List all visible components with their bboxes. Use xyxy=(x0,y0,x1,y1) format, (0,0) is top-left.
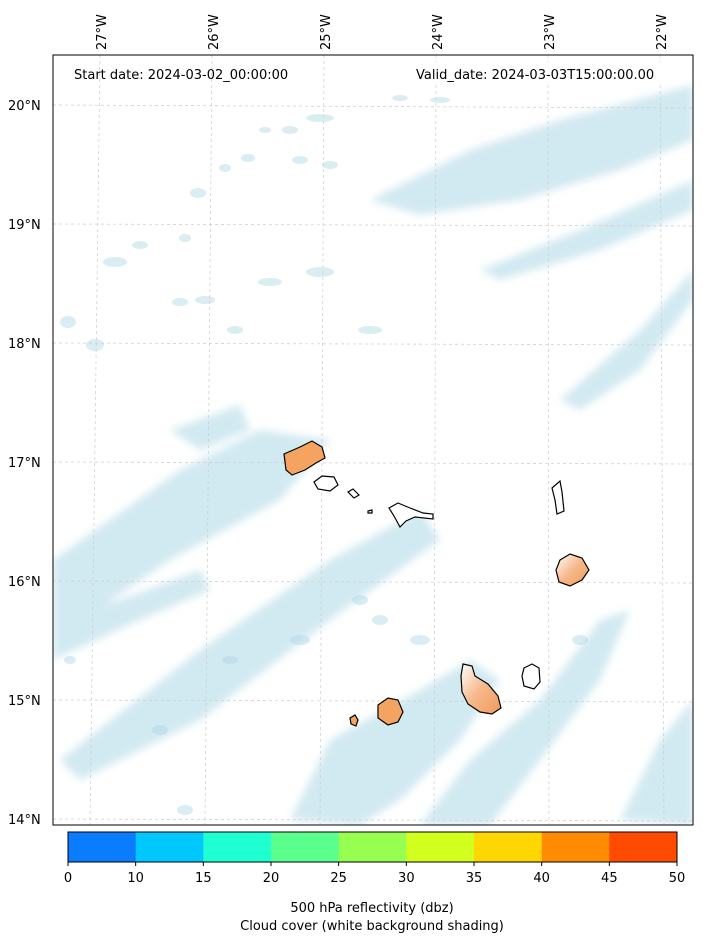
colorbar-segment xyxy=(474,832,543,862)
island-sao-vicente xyxy=(313,475,339,492)
valid-date-label: Valid_date: 2024-03-03T15:00:00.00 xyxy=(416,68,654,83)
lat-label: 15°N xyxy=(8,694,41,709)
colorbar-tick-label: 0 xyxy=(64,871,72,886)
island-santiago xyxy=(460,663,502,715)
lon-label: 25°W xyxy=(319,14,334,50)
colorbar-label-reflectivity: 500 hPa reflectivity (dbz) xyxy=(290,901,453,916)
colorbar-ticks: 0 10 15 20 25 30 35 40 45 50 xyxy=(64,862,685,886)
lat-label: 19°N xyxy=(8,218,41,233)
colorbar-tick-label: 25 xyxy=(330,871,347,886)
start-date-label: Start date: 2024-03-02_00:00:00 xyxy=(74,68,288,83)
colorbar-tick-label: 50 xyxy=(669,871,686,886)
island-fogo xyxy=(377,697,404,726)
lon-label: 26°W xyxy=(207,14,222,50)
islands-layer xyxy=(283,440,590,727)
island-maio xyxy=(521,663,541,690)
island-branco xyxy=(367,509,373,514)
island-santa-luzia xyxy=(347,488,360,499)
valid-date-background xyxy=(412,62,678,84)
lat-label: 14°N xyxy=(8,813,41,828)
island-boa-vista xyxy=(555,553,590,587)
lon-label: 27°W xyxy=(95,14,110,50)
colorbar-segments xyxy=(68,832,678,862)
colorbar-border xyxy=(67,831,678,863)
gridlines xyxy=(53,55,693,825)
colorbar-segment xyxy=(406,832,475,862)
colorbar-segment xyxy=(271,832,340,862)
lat-label: 17°N xyxy=(8,456,41,471)
colorbar-tick-label: 45 xyxy=(601,871,618,886)
longitude-labels: 27°W 26°W 25°W 24°W 23°W 22°W xyxy=(95,14,670,50)
colorbar-segment xyxy=(609,832,678,862)
lat-label: 18°N xyxy=(8,337,41,352)
colorbar-segment xyxy=(338,832,407,862)
colorbar-segment xyxy=(68,832,137,862)
colorbar-tick-label: 35 xyxy=(466,871,483,886)
colorbar-label-cloud-cover: Cloud cover (white background shading) xyxy=(240,919,504,934)
colorbar-tick-label: 20 xyxy=(263,871,280,886)
lon-label: 24°W xyxy=(431,14,446,50)
colorbar-segment xyxy=(203,832,272,862)
island-brava xyxy=(349,714,359,727)
latitude-labels: 20°N 19°N 18°N 17°N 16°N 15°N 14°N xyxy=(8,99,41,828)
colorbar-tick-label: 40 xyxy=(533,871,550,886)
colorbar-tick-label: 10 xyxy=(127,871,144,886)
island-sao-nicolau xyxy=(388,502,434,528)
lat-label: 16°N xyxy=(8,575,41,590)
lat-label: 20°N xyxy=(8,99,41,114)
lon-label: 23°W xyxy=(543,14,558,50)
lon-label: 22°W xyxy=(655,14,670,50)
colorbar-tick-label: 30 xyxy=(398,871,415,886)
colorbar-segment xyxy=(135,832,204,862)
island-sal xyxy=(551,479,565,515)
colorbar: 0 10 15 20 25 30 35 40 45 50 500 hPa reflectivity… xyxy=(64,831,685,934)
colorbar-segment xyxy=(541,832,610,862)
colorbar-tick-label: 15 xyxy=(195,871,212,886)
island-santo-antao xyxy=(283,440,326,476)
map-border xyxy=(52,54,694,826)
